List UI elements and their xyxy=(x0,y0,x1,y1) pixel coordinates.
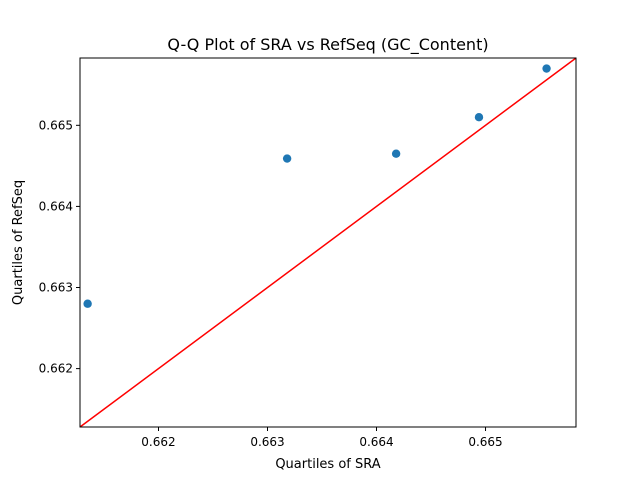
y-tick-label: 0.665 xyxy=(39,118,73,132)
data-point xyxy=(542,64,551,73)
y-axis-ticks: 0.662 0.663 0.664 0.665 xyxy=(39,118,80,376)
x-tick-label: 0.663 xyxy=(250,435,284,449)
data-point xyxy=(391,149,401,158)
reference-line xyxy=(79,57,577,428)
data-point xyxy=(474,113,484,122)
plot-area xyxy=(79,57,577,428)
y-tick-label: 0.664 xyxy=(39,199,73,213)
y-tick-label: 0.663 xyxy=(39,281,73,295)
data-point xyxy=(83,299,92,308)
y-tick-label: 0.662 xyxy=(39,362,73,376)
x-axis-label: Quartiles of SRA xyxy=(275,457,380,472)
x-tick-label: 0.662 xyxy=(141,435,175,449)
chart-title: Q-Q Plot of SRA vs RefSeq (GC_Content) xyxy=(167,35,488,55)
x-tick-label: 0.665 xyxy=(468,435,502,449)
axes-frame xyxy=(79,57,577,428)
y-axis-label: Quartiles of RefSeq xyxy=(11,180,26,305)
x-tick-label: 0.664 xyxy=(359,435,393,449)
data-point xyxy=(282,154,292,163)
x-axis-ticks: 0.662 0.663 0.664 0.665 xyxy=(141,427,503,449)
